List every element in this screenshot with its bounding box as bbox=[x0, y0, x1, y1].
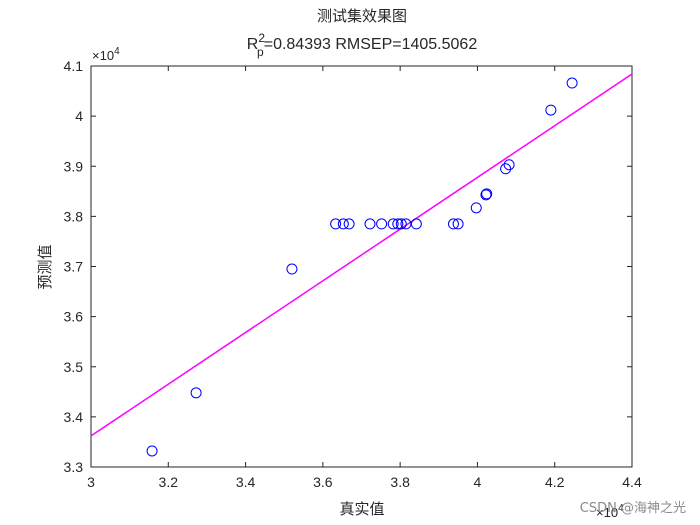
y-tick-label: 4.1 bbox=[64, 58, 84, 74]
watermark: CSDN @海神之光 bbox=[580, 501, 686, 516]
x-axis-label: 真实值 bbox=[339, 500, 384, 518]
x-exponent-label: ×104 bbox=[596, 503, 624, 520]
y-tick-label: 3.4 bbox=[64, 409, 84, 425]
ticks-layer: 3 3.2 3.4 3.6 3.8 4 4.2 4.4 3.3 3.4 3.5 3.6 3.7 3.8 3.… bbox=[64, 58, 642, 490]
data-point bbox=[392, 218, 404, 230]
y-tick-label: 3.7 bbox=[64, 259, 84, 275]
y-tick-label: 3.6 bbox=[64, 309, 84, 325]
data-point bbox=[364, 218, 376, 230]
data-point bbox=[395, 218, 407, 230]
x-tick-label: 3 bbox=[87, 474, 95, 490]
y-exponent-label: ×104 bbox=[92, 46, 120, 63]
y-tick-label: 3.3 bbox=[64, 459, 84, 475]
chart-subtitle: R2 p=0.84393 RMSEP=1405.5062 bbox=[247, 31, 478, 59]
fit-line-layer bbox=[90, 73, 633, 437]
data-point bbox=[470, 202, 482, 214]
x-exponent-power: 4 bbox=[618, 503, 624, 514]
data-point bbox=[286, 263, 298, 275]
plot-area bbox=[90, 65, 633, 468]
data-point bbox=[566, 77, 578, 89]
x-tick-label: 4 bbox=[474, 474, 482, 490]
data-point bbox=[503, 159, 515, 171]
y-exponent-power: 4 bbox=[114, 46, 120, 57]
data-point bbox=[146, 445, 158, 457]
data-point bbox=[343, 218, 355, 230]
x-tick-label: 3.8 bbox=[390, 474, 410, 490]
data-point bbox=[337, 218, 349, 230]
x-tick-label: 4.2 bbox=[545, 474, 565, 490]
subtitle-r-sub: p bbox=[257, 45, 264, 59]
y-tick-label: 4 bbox=[75, 108, 83, 124]
y-tick-label: 3.9 bbox=[64, 158, 84, 174]
data-point bbox=[190, 387, 202, 399]
data-point bbox=[387, 218, 399, 230]
y-exponent-base: ×10 bbox=[92, 48, 114, 63]
data-point bbox=[376, 218, 388, 230]
y-tick-label: 3.8 bbox=[64, 208, 84, 224]
data-point bbox=[410, 218, 422, 230]
x-tick-label: 3.6 bbox=[313, 474, 333, 490]
data-point bbox=[330, 218, 342, 230]
data-point bbox=[480, 189, 492, 201]
data-point bbox=[500, 163, 512, 175]
points-layer bbox=[146, 77, 578, 457]
x-tick-label: 3.2 bbox=[159, 474, 179, 490]
subtitle-r: R bbox=[247, 36, 259, 53]
data-point bbox=[481, 188, 493, 200]
subtitle-rest: =0.84393 RMSEP=1405.5062 bbox=[264, 36, 478, 53]
data-point bbox=[452, 218, 464, 230]
y-axis-label: 预测值 bbox=[36, 244, 54, 289]
y-tick-label: 3.5 bbox=[64, 359, 84, 375]
fit-line bbox=[90, 73, 633, 437]
chart-title: 测试集效果图 bbox=[317, 7, 407, 25]
x-tick-label: 4.4 bbox=[622, 474, 642, 490]
x-exponent-base: ×10 bbox=[596, 505, 618, 520]
subtitle-r-sup: 2 bbox=[258, 31, 265, 45]
x-tick-label: 3.4 bbox=[236, 474, 256, 490]
data-point bbox=[545, 104, 557, 116]
data-point bbox=[447, 218, 459, 230]
